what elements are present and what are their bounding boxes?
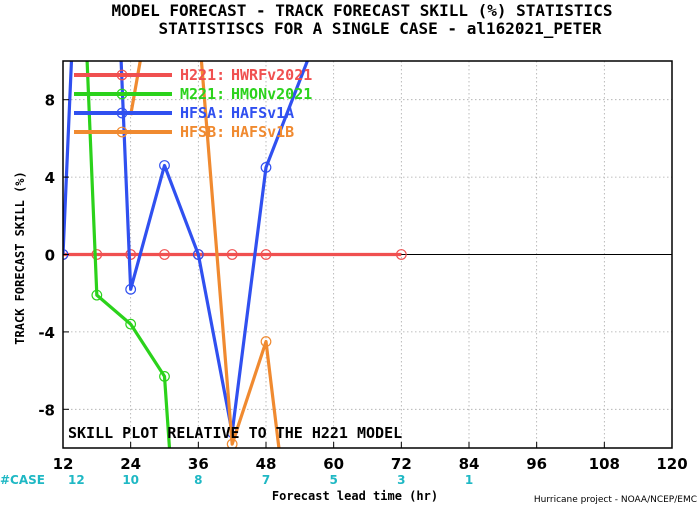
case-count: 12 [68, 473, 85, 487]
data-point-marker [260, 162, 272, 173]
legend: H221: HWRFv2021 M221: HMONv2021 HFSA: HAFSv1A… [74, 66, 312, 141]
legend-marker [116, 126, 128, 138]
data-point-marker [226, 438, 238, 448]
data-point-marker [260, 336, 272, 347]
x-tick-label: 48 [256, 455, 277, 473]
legend-model-name: HWRFv2021 [231, 66, 312, 84]
x-tick-label: 108 [589, 455, 620, 473]
legend-model-name: HAFSv1B [231, 123, 294, 141]
series-line-hfsb [129, 61, 281, 448]
y-tick-label: 8 [45, 92, 55, 110]
x-axis-ticks: 12 24 36 48 60 72 84 96 108 120 [53, 442, 688, 473]
x-tick-label: 60 [323, 455, 344, 473]
legend-marker [116, 69, 128, 81]
legend-model-id: H221: [180, 66, 225, 84]
series-hfsb [129, 61, 281, 448]
case-count: 1 [465, 473, 473, 487]
legend-model-name: HMONv2021 [231, 85, 312, 103]
y-tick-label: -4 [38, 324, 55, 342]
y-tick-label: 0 [45, 247, 55, 265]
legend-item-hfsa: HFSA: HAFSv1A [74, 104, 294, 122]
series-m221 [85, 61, 172, 448]
x-tick-label: 24 [120, 455, 141, 473]
credit-text: Hurricane project - NOAA/NCEP/EMC [534, 495, 697, 505]
case-count: 3 [397, 473, 405, 487]
legend-marker [116, 88, 128, 100]
data-point-marker [395, 249, 407, 260]
data-point-marker [159, 249, 170, 260]
y-tick-label: -8 [38, 401, 55, 419]
x-tick-label: 72 [391, 455, 412, 473]
x-tick-label: 84 [459, 455, 480, 473]
data-point-marker [91, 289, 103, 301]
legend-item-hfsb: HFSB: HAFSv1B [74, 123, 294, 141]
legend-model-id: M221: [180, 85, 225, 103]
case-count: 8 [194, 473, 202, 487]
legend-marker [116, 107, 128, 119]
series-line-m221 [85, 61, 172, 448]
data-point-marker [226, 249, 238, 260]
y-tick-label: 4 [45, 169, 55, 187]
case-counts: #CASE 12 10 8 7 5 3 1 [0, 473, 473, 487]
skill-note: SKILL PLOT RELATIVE TO THE H221 MODEL [68, 424, 402, 442]
legend-item-m221: M221: HMONv2021 [74, 85, 312, 103]
case-count: 7 [262, 473, 270, 487]
y-axis-ticks: -8 -4 0 4 8 [38, 92, 69, 419]
case-label: #CASE [0, 473, 45, 487]
chart-title: MODEL FORECAST - TRACK FORECAST SKILL (%… [112, 1, 613, 20]
series-h221 [63, 249, 407, 260]
series-line-hfsa [63, 61, 310, 435]
x-tick-label: 120 [656, 455, 687, 473]
data-point-marker [159, 160, 170, 171]
chart-subtitle: STATISTISCS FOR A SINGLE CASE - al162021… [158, 19, 601, 38]
legend-item-h221: H221: HWRFv2021 [74, 66, 312, 84]
x-axis-label: Forecast lead time (hr) [272, 489, 438, 503]
data-point-marker [192, 249, 204, 260]
case-count: 10 [122, 473, 139, 487]
legend-model-id: HFSB: [180, 123, 225, 141]
case-count: 5 [329, 473, 337, 487]
x-tick-label: 12 [53, 455, 74, 473]
legend-model-name: HAFSv1A [231, 104, 294, 122]
data-point-marker [125, 318, 137, 330]
legend-model-id: HFSA: [180, 104, 225, 122]
y-axis-label: TRACK FORECAST SKILL (%) [13, 171, 27, 344]
data-point-marker [260, 249, 272, 260]
x-tick-label: 96 [526, 455, 547, 473]
x-tick-label: 36 [188, 455, 209, 473]
data-point-marker [159, 371, 170, 382]
data-point-marker [125, 283, 137, 295]
